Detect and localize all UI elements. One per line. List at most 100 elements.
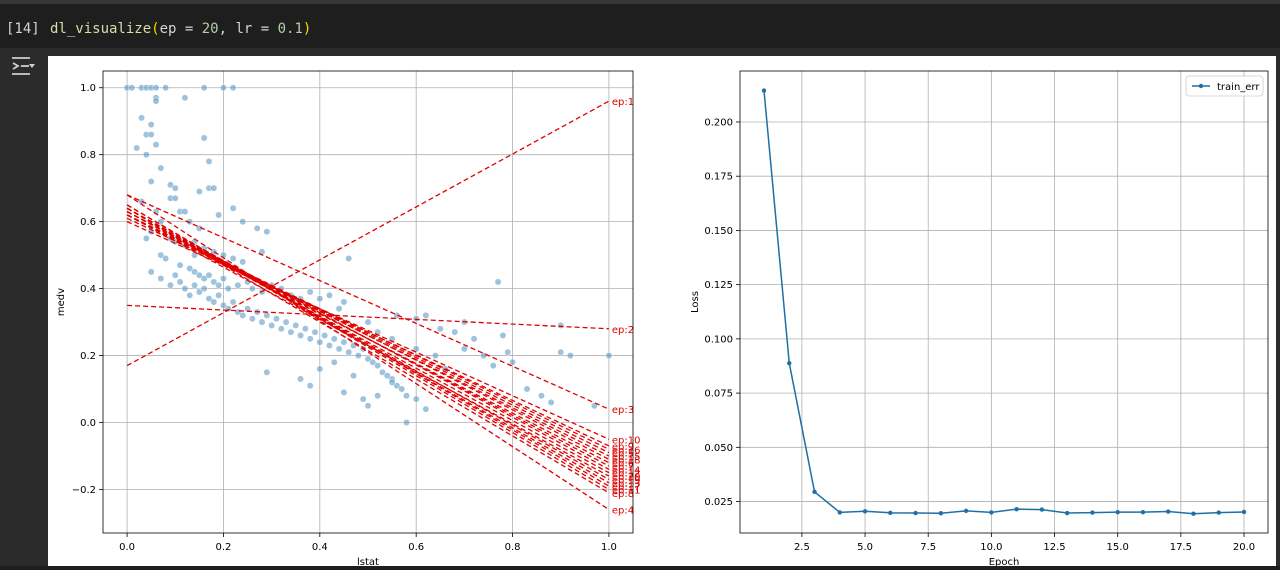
loss-x-tick-label: 17.5: [1170, 542, 1192, 553]
scatter-point: [388, 378, 396, 386]
scatter-y-tick-label: −0.2: [72, 485, 96, 496]
loss-x-tick-label: 5.0: [857, 542, 873, 553]
scatter-point: [273, 315, 280, 323]
scatter-point: [499, 332, 507, 339]
loss-point: [888, 510, 893, 516]
scatter-point: [200, 275, 208, 283]
scatter-point: [176, 261, 184, 269]
scatter-point: [142, 151, 150, 159]
scatter-point: [263, 228, 271, 236]
scatter-point: [157, 164, 165, 172]
code-value-lr: 0.1: [277, 21, 303, 37]
scatter-point: [359, 395, 367, 403]
fit-line-label: ep:20: [612, 472, 641, 483]
output-toggle-icon[interactable]: [10, 54, 36, 78]
loss-point: [963, 508, 969, 514]
loss-point: [913, 510, 918, 516]
scatter-point: [263, 311, 271, 319]
scatter-point: [470, 335, 478, 343]
scatter-point: [403, 392, 410, 400]
scatter-point: [489, 362, 497, 370]
scatter-point: [316, 365, 324, 373]
fit-line-label: ep:18: [612, 455, 641, 466]
cell-output: 0.0 0.2 0.4 0.6 0.8 1.0 −0.2 0.0 0.2 0.4 0.6 0.8 1.0…: [48, 48, 1280, 568]
scatter-point: [306, 335, 314, 343]
loss-y-tick-label: 0.025: [704, 497, 733, 508]
fit-line-label: ep:10: [612, 435, 641, 446]
scatter-point: [186, 265, 194, 272]
loss-point: [787, 360, 792, 366]
scatter-point: [195, 188, 203, 195]
scatter-point: [311, 328, 319, 336]
scatter-point: [171, 271, 179, 279]
scatter-point: [181, 285, 189, 293]
scatter-point: [316, 295, 324, 303]
fit-line-label: ep:12: [612, 469, 641, 480]
scatter-point: [340, 298, 348, 306]
code-close-paren: ): [302, 21, 312, 37]
scatter-x-axis-label: lstat: [357, 557, 379, 566]
scatter-point: [152, 97, 160, 105]
scatter-point: [200, 134, 208, 142]
fit-line-label: ep:14: [612, 465, 641, 476]
fit-line-label: ep:11: [612, 485, 641, 496]
loss-point: [989, 510, 994, 515]
scatter-y-tick-label: 0.4: [80, 284, 96, 295]
scatter-point: [239, 258, 247, 266]
scatter-point: [504, 348, 512, 356]
scatter-point: [234, 281, 242, 289]
scatter-point: [292, 321, 300, 329]
fit-line-label: ep:8: [612, 489, 634, 500]
scatter-point: [200, 84, 208, 92]
loss-x-tick-label: 15.0: [1107, 542, 1129, 553]
scatter-point: [383, 372, 391, 380]
scatter-point: [403, 419, 410, 426]
loss-y-tick-label: 0.100: [704, 334, 733, 345]
fit-line-label: ep:15: [612, 452, 641, 463]
scatter-point: [306, 288, 314, 296]
loss-y-tick-label: 0.050: [704, 443, 733, 454]
scatter-point: [451, 328, 459, 336]
scatter-x-tick-label: 0.6: [408, 542, 424, 553]
scatter-point: [248, 315, 256, 323]
scatter-y-tick-label: 0.0: [80, 418, 96, 429]
scatter-point: [354, 352, 362, 360]
code-cell[interactable]: [14] dl_visualize(ep = 20, lr = 0.1): [0, 4, 1276, 48]
scatter-point: [128, 84, 136, 92]
scatter-point: [374, 362, 382, 370]
code-function: dl_visualize: [50, 21, 152, 37]
fit-line-label: ep:6: [612, 459, 634, 470]
cell-input[interactable]: [14] dl_visualize(ep = 20, lr = 0.1): [0, 12, 311, 46]
scatter-point: [330, 335, 338, 343]
fit-line: [126, 204, 610, 491]
scatter-point: [345, 255, 353, 262]
scatter-point: [162, 255, 170, 262]
scatter-point: [205, 271, 213, 279]
scatter-point: [436, 325, 444, 333]
scatter-point: [538, 392, 545, 400]
loss-y-tick-label: 0.175: [704, 172, 733, 183]
fit-line-label: ep:9: [612, 442, 634, 453]
loss-point: [1090, 510, 1095, 515]
scatter-point: [301, 325, 309, 333]
loss-point: [1115, 509, 1120, 515]
scatter-point: [224, 285, 232, 293]
scatter-point: [277, 325, 285, 333]
scatter-point: [229, 84, 237, 92]
scatter-point: [480, 352, 488, 360]
scatter-point: [191, 281, 198, 289]
scatter-point: [605, 352, 613, 360]
scatter-point: [374, 392, 382, 400]
code-line[interactable]: dl_visualize(ep = 20, lr = 0.1): [50, 21, 311, 37]
loss-point: [1014, 506, 1019, 512]
code-value-ep: 20: [201, 21, 219, 37]
scatter-point: [205, 157, 213, 165]
scatter-point: [523, 385, 531, 393]
scatter-point: [195, 271, 203, 279]
code-arg-lr: , lr =: [218, 21, 278, 37]
scatter-point: [364, 355, 372, 363]
scatter-point: [147, 178, 155, 185]
loss-point: [1064, 510, 1070, 516]
scatter-point: [350, 372, 357, 380]
output-gutter: [0, 48, 48, 566]
